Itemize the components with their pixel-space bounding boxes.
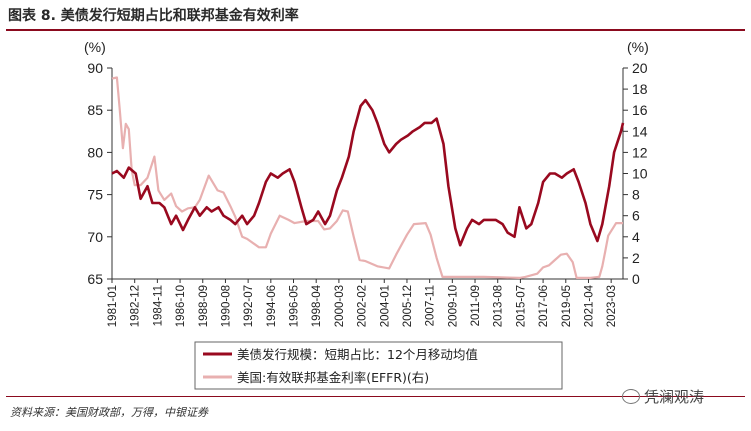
right-tick-label: 8 xyxy=(632,187,640,203)
x-tick-label: 1984-11 xyxy=(152,285,164,326)
source-note: 资料来源：美国财政部，万得，中银证券 xyxy=(10,406,208,419)
right-tick-label: 16 xyxy=(632,102,648,118)
left-tick-label: 75 xyxy=(87,187,103,203)
chart-legend: 美债发行规模：短期占比：12个月移动均值 美国:有效联邦基金利率(EFFR)(右… xyxy=(194,341,563,390)
x-axis-ticks: 1981-01 1982-12 1984-11 1986-10 1988-09 1990-… xyxy=(107,279,618,327)
right-tick-label: 14 xyxy=(632,123,648,139)
watermark: 凭澜观涛 xyxy=(622,386,704,407)
right-tick-label: 20 xyxy=(632,60,648,76)
figure-title: 图表 8. 美债发行短期占比和联邦基金有效利率 xyxy=(8,8,299,24)
left-tick-label: 85 xyxy=(87,102,103,118)
right-tick-label: 4 xyxy=(632,229,640,245)
x-tick-label: 1982-12 xyxy=(130,285,142,327)
x-tick-label: 2013-08 xyxy=(493,285,505,327)
left-tick-label: 65 xyxy=(87,271,103,287)
right-tick-label: 2 xyxy=(632,250,640,266)
legend-label-effr: 美国:有效联邦基金利率(EFFR)(右) xyxy=(237,370,429,385)
x-tick-label: 2011-09 xyxy=(470,285,482,326)
title-rule xyxy=(6,29,745,31)
right-tick-label: 12 xyxy=(632,144,648,160)
left-tick-label: 80 xyxy=(87,144,103,160)
x-tick-label: 2007-11 xyxy=(425,285,437,326)
x-tick-label: 2017-06 xyxy=(538,285,550,327)
left-axis-unit: (%) xyxy=(84,39,106,55)
left-axis-ticks: 65 70 75 80 85 90 xyxy=(87,60,112,287)
x-tick-label: 1981-01 xyxy=(107,285,119,327)
legend-box xyxy=(194,341,563,390)
right-tick-label: 18 xyxy=(632,81,648,97)
right-axis-unit: (%) xyxy=(627,39,649,55)
watermark-text: 凭澜观涛 xyxy=(644,388,705,406)
x-tick-label: 2005-12 xyxy=(402,285,414,327)
legend-label-short-term-share: 美债发行规模：短期占比：12个月移动均值 xyxy=(237,347,478,362)
x-tick-label: 1992-07 xyxy=(243,285,255,327)
series-effr-line xyxy=(111,76,623,279)
right-tick-label: 0 xyxy=(632,271,640,287)
x-tick-label: 1998-04 xyxy=(311,284,323,327)
x-tick-label: 1990-08 xyxy=(220,285,232,327)
chart-axes xyxy=(111,68,624,280)
x-tick-label: 2002-02 xyxy=(357,285,369,327)
right-axis-ticks: 0 2 4 6 8 10 12 14 16 18 20 xyxy=(623,60,648,287)
left-tick-label: 70 xyxy=(87,229,103,245)
left-tick-label: 90 xyxy=(87,60,103,76)
x-tick-label: 2000-03 xyxy=(334,285,346,327)
series-short-term-share-line xyxy=(111,98,625,247)
source-rule xyxy=(6,396,745,397)
x-tick-label: 1996-05 xyxy=(289,285,301,327)
x-tick-label: 2004-01 xyxy=(379,285,391,327)
right-tick-label: 6 xyxy=(632,208,640,224)
x-tick-label: 2019-05 xyxy=(561,285,573,327)
x-tick-label: 2009-10 xyxy=(447,285,459,327)
x-tick-label: 1988-09 xyxy=(198,285,210,327)
x-tick-label: 1994-06 xyxy=(266,285,278,327)
wechat-icon xyxy=(622,389,640,404)
x-tick-label: 2015-07 xyxy=(515,285,527,327)
x-tick-label: 1986-10 xyxy=(175,285,187,327)
x-tick-label: 2021-04 xyxy=(583,284,595,327)
right-tick-label: 10 xyxy=(632,166,648,182)
x-tick-label: 2023-03 xyxy=(606,285,618,327)
